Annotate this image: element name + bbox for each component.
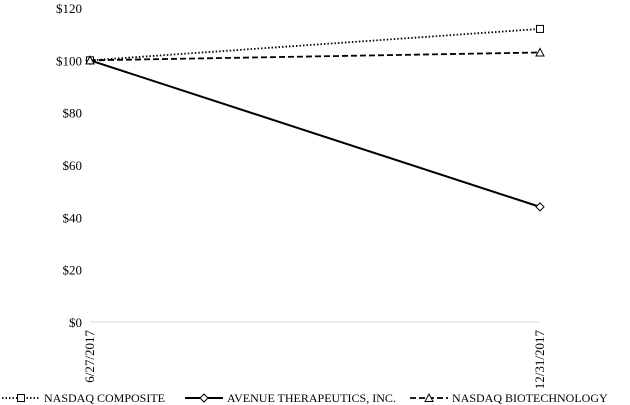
series-avenue-therapeutics-inc bbox=[85, 55, 545, 212]
series-line bbox=[89, 51, 541, 62]
y-tick-label: $20 bbox=[63, 263, 83, 278]
data-point bbox=[535, 202, 545, 212]
data-point bbox=[535, 47, 545, 57]
series-lines bbox=[85, 24, 545, 212]
legend-marker bbox=[199, 393, 209, 403]
series-nasdaq-composite bbox=[86, 24, 544, 65]
y-tick-label: $100 bbox=[56, 53, 82, 68]
legend-item: NASDAQ BIOTECHNOLOGY bbox=[410, 391, 608, 405]
x-tick-label: 12/31/2017 bbox=[532, 330, 547, 390]
legend-item: AVENUE THERAPEUTICS, INC. bbox=[185, 391, 396, 405]
data-point bbox=[536, 24, 544, 33]
legend-label: NASDAQ BIOTECHNOLOGY bbox=[452, 391, 608, 405]
x-tick-label: 6/27/2017 bbox=[82, 330, 97, 383]
axes: $0 $20 $40 $60 $80 $100 $120 6/27/2017 12/31/201… bbox=[56, 1, 547, 389]
series-line bbox=[89, 59, 541, 208]
legend-marker bbox=[424, 392, 434, 402]
legend-label: AVENUE THERAPEUTICS, INC. bbox=[227, 391, 396, 405]
legend-item: NASDAQ COMPOSITE bbox=[2, 391, 165, 405]
legend: NASDAQ COMPOSITE AVENUE THERAPEUTICS, INC… bbox=[2, 391, 608, 405]
y-tick-label: $0 bbox=[69, 315, 82, 330]
legend-marker bbox=[17, 394, 25, 402]
legend-label: NASDAQ COMPOSITE bbox=[44, 391, 165, 405]
series-line bbox=[89, 28, 541, 62]
y-tick-label: $60 bbox=[63, 158, 83, 173]
y-tick-label: $40 bbox=[63, 210, 83, 225]
y-tick-label: $120 bbox=[56, 1, 82, 16]
data-point bbox=[85, 55, 95, 65]
series-nasdaq-biotechnology bbox=[85, 47, 545, 65]
y-tick-label: $80 bbox=[63, 106, 83, 121]
